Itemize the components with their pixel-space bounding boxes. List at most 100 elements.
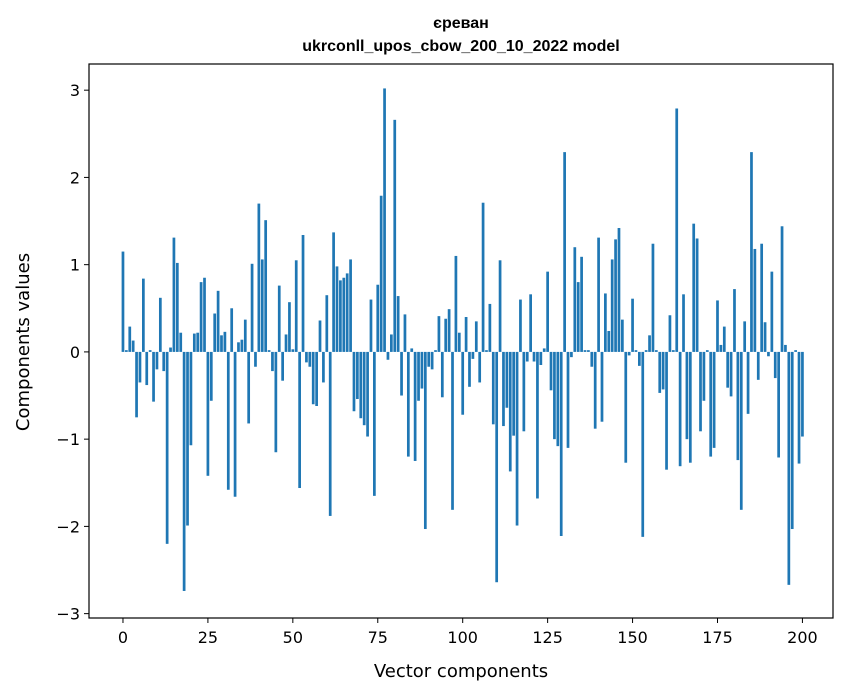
bar-23 bbox=[199, 282, 203, 352]
bar-149 bbox=[627, 351, 631, 356]
x-tick-label-6: 150 bbox=[617, 628, 648, 647]
bar-66 bbox=[345, 273, 349, 352]
bar-131 bbox=[566, 351, 570, 448]
bar-94 bbox=[440, 351, 444, 398]
bar-73 bbox=[369, 299, 373, 352]
chart-title-line1: єреван bbox=[433, 15, 489, 32]
bar-43 bbox=[267, 350, 271, 352]
bar-37 bbox=[247, 351, 251, 424]
bar-32 bbox=[230, 308, 234, 352]
bar-96 bbox=[447, 309, 451, 352]
bar-193 bbox=[777, 351, 780, 458]
bar-1 bbox=[125, 350, 128, 352]
bar-174 bbox=[712, 351, 716, 448]
bar-5 bbox=[138, 351, 142, 383]
bar-183 bbox=[743, 321, 747, 352]
bar-150 bbox=[631, 298, 634, 352]
bar-138 bbox=[590, 351, 594, 367]
bar-184 bbox=[746, 351, 750, 414]
bar-197 bbox=[790, 351, 794, 530]
bar-143 bbox=[607, 330, 611, 352]
bar-59 bbox=[322, 351, 325, 383]
x-tick-label-4: 100 bbox=[447, 628, 478, 647]
bar-171 bbox=[702, 351, 706, 401]
bar-45 bbox=[274, 351, 278, 453]
x-tick-label-2: 50 bbox=[283, 628, 303, 647]
bar-192 bbox=[773, 351, 777, 379]
bar-142 bbox=[604, 293, 607, 352]
bar-161 bbox=[668, 315, 672, 352]
bar-108 bbox=[488, 303, 492, 352]
bar-52 bbox=[298, 351, 301, 489]
bar-27 bbox=[213, 313, 217, 352]
bar-84 bbox=[406, 351, 410, 457]
bar-88 bbox=[420, 351, 424, 389]
bar-115 bbox=[512, 351, 516, 436]
bar-119 bbox=[525, 351, 529, 362]
bar-17 bbox=[179, 332, 183, 352]
bar-109 bbox=[491, 351, 495, 425]
bar-70 bbox=[359, 351, 363, 419]
bar-102 bbox=[468, 351, 471, 387]
bar-123 bbox=[539, 351, 543, 365]
bar-82 bbox=[400, 351, 403, 396]
bar-125 bbox=[546, 271, 549, 352]
bar-135 bbox=[580, 256, 583, 352]
bar-74 bbox=[373, 351, 376, 496]
bar-130 bbox=[563, 152, 566, 352]
bar-126 bbox=[549, 351, 553, 391]
bar-137 bbox=[587, 350, 590, 352]
bar-187 bbox=[756, 351, 760, 380]
bar-154 bbox=[644, 350, 648, 352]
bar-20 bbox=[189, 351, 193, 446]
bar-152 bbox=[638, 351, 641, 366]
bar-62 bbox=[332, 232, 335, 352]
bar-72 bbox=[366, 351, 369, 437]
bar-57 bbox=[315, 351, 318, 406]
bar-40 bbox=[257, 203, 261, 352]
bar-83 bbox=[403, 314, 407, 352]
bar-176 bbox=[719, 344, 723, 352]
bar-200 bbox=[801, 351, 804, 437]
x-tick-label-1: 25 bbox=[198, 628, 218, 647]
bar-190 bbox=[767, 351, 770, 357]
bar-48 bbox=[284, 334, 288, 352]
bar-55 bbox=[308, 351, 312, 367]
bar-103 bbox=[471, 351, 475, 359]
bar-98 bbox=[454, 255, 458, 352]
bar-140 bbox=[597, 237, 600, 352]
bar-120 bbox=[529, 294, 532, 352]
bar-186 bbox=[753, 248, 757, 352]
bar-16 bbox=[175, 262, 179, 352]
y-tick-label-2: −1 bbox=[56, 430, 80, 449]
bar-166 bbox=[685, 351, 689, 440]
bar-189 bbox=[763, 322, 767, 352]
bar-75 bbox=[376, 284, 380, 352]
bar-198 bbox=[794, 350, 797, 352]
bar-51 bbox=[294, 260, 298, 352]
bar-41 bbox=[260, 259, 264, 352]
bar-60 bbox=[325, 295, 329, 352]
bar-77 bbox=[383, 88, 386, 352]
y-tick-label-5: 2 bbox=[70, 168, 80, 187]
bar-92 bbox=[434, 350, 437, 352]
bar-169 bbox=[695, 238, 699, 352]
bar-53 bbox=[301, 235, 305, 352]
bar-141 bbox=[600, 351, 604, 422]
bar-22 bbox=[196, 332, 200, 352]
bar-9 bbox=[152, 351, 155, 402]
bar-56 bbox=[311, 351, 315, 405]
bar-30 bbox=[223, 331, 227, 352]
bar-36 bbox=[243, 319, 247, 352]
bar-165 bbox=[682, 294, 685, 352]
bar-156 bbox=[651, 243, 655, 352]
bar-14 bbox=[169, 347, 172, 352]
bar-124 bbox=[542, 348, 546, 352]
bar-65 bbox=[342, 277, 346, 352]
bar-147 bbox=[621, 319, 624, 352]
bar-111 bbox=[498, 260, 502, 352]
bar-122 bbox=[536, 351, 539, 499]
bar-4 bbox=[135, 351, 138, 418]
y-axis-label: Components values bbox=[13, 253, 34, 431]
